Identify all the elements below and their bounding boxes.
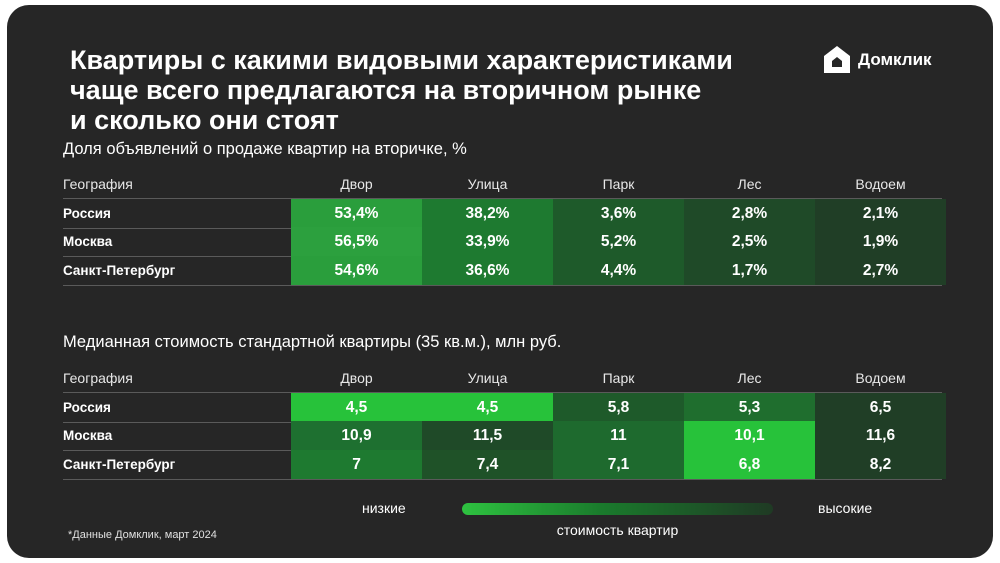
table-cell: 6,5 xyxy=(815,393,946,422)
table-cell: 4,4% xyxy=(553,256,684,285)
column-header: Парк xyxy=(602,176,635,192)
table-cell: 33,9% xyxy=(422,227,553,256)
table-header: География Двор Улица Парк Лес Водоем xyxy=(63,370,942,392)
column-header: Лес xyxy=(737,176,762,192)
table-cell: 3,6% xyxy=(553,199,684,228)
row-label: Санкт-Петербург xyxy=(63,263,176,278)
table-row: Москва 56,5% 33,9% 5,2% 2,5% 1,9% xyxy=(63,227,946,257)
legend-caption: стоимость квартир xyxy=(556,522,679,538)
table-cell: 10,9 xyxy=(291,421,422,450)
row-label: Россия xyxy=(63,206,111,221)
table-row: Санкт-Петербург 7 7,4 7,1 6,8 8,2 xyxy=(63,450,946,480)
table-cell: 10,1 xyxy=(684,421,815,450)
table-row: Россия 53,4% 38,2% 3,6% 2,8% 2,1% xyxy=(63,198,946,229)
column-header-geography: География xyxy=(63,176,133,192)
table-cell: 6,8 xyxy=(684,450,815,479)
title-line: и сколько они стоят xyxy=(70,105,339,135)
table-cell: 56,5% xyxy=(291,227,422,256)
row-label: Россия xyxy=(63,400,111,415)
column-header: Двор xyxy=(340,176,373,192)
table-header: География Двор Улица Парк Лес Водоем xyxy=(63,176,942,198)
table-cell: 2,8% xyxy=(684,199,815,228)
column-header: Лес xyxy=(737,370,762,386)
row-label: Санкт-Петербург xyxy=(63,457,176,472)
table-cell: 54,6% xyxy=(291,256,422,285)
table-cell: 53,4% xyxy=(291,199,422,228)
table-cell: 11,5 xyxy=(422,421,553,450)
table-cell: 11,6 xyxy=(815,421,946,450)
table-cell: 2,1% xyxy=(815,199,946,228)
table-cell: 2,5% xyxy=(684,227,815,256)
domclick-house-logo-icon xyxy=(824,46,850,73)
table-2-title: Медианная стоимость стандартной квартиры… xyxy=(63,333,562,351)
table-cell: 1,9% xyxy=(815,227,946,256)
table-cell: 4,5 xyxy=(422,393,553,422)
column-header: Двор xyxy=(340,370,373,386)
legend-high-label: высокие xyxy=(818,500,873,516)
column-header: Парк xyxy=(602,370,635,386)
table-cell: 2,7% xyxy=(815,256,946,285)
table-cell: 5,8 xyxy=(553,393,684,422)
table-cell: 1,7% xyxy=(684,256,815,285)
row-label: Москва xyxy=(63,428,113,443)
column-header: Улица xyxy=(467,370,508,386)
brand-logo: Домклик xyxy=(822,44,932,76)
table-cell: 38,2% xyxy=(422,199,553,228)
column-header: Водоем xyxy=(855,370,906,386)
title-line: Квартиры с какими видовыми характеристик… xyxy=(70,45,733,75)
page-title: Квартиры с какими видовыми характеристик… xyxy=(70,45,790,135)
table-cell: 8,2 xyxy=(815,450,946,479)
table-cell: 4,5 xyxy=(291,393,422,422)
legend-gradient-bar xyxy=(462,503,773,515)
column-header: Водоем xyxy=(855,176,906,192)
brand-name: Домклик xyxy=(858,50,932,69)
table-cell: 5,3 xyxy=(684,393,815,422)
table-cell: 7,1 xyxy=(553,450,684,479)
column-header-geography: География xyxy=(63,370,133,386)
table-cell: 36,6% xyxy=(422,256,553,285)
legend-low-label: низкие xyxy=(362,500,406,516)
table-cell: 5,2% xyxy=(553,227,684,256)
table-cell: 7,4 xyxy=(422,450,553,479)
table-row: Москва 10,9 11,5 11 10,1 11,6 xyxy=(63,421,946,451)
table-row: Россия 4,5 4,5 5,8 5,3 6,5 xyxy=(63,392,946,423)
column-header: Улица xyxy=(467,176,508,192)
table-cell: 7 xyxy=(291,450,422,479)
table-row: Санкт-Петербург 54,6% 36,6% 4,4% 1,7% 2,7% xyxy=(63,256,946,286)
footnote: *Данные Домклик, март 2024 xyxy=(68,529,217,541)
table-1-title: Доля объявлений о продаже квартир на вто… xyxy=(63,140,467,158)
row-label: Москва xyxy=(63,234,113,249)
title-line: чаще всего предлагаются на вторичном рын… xyxy=(70,75,702,105)
table-cell: 11 xyxy=(553,421,684,450)
